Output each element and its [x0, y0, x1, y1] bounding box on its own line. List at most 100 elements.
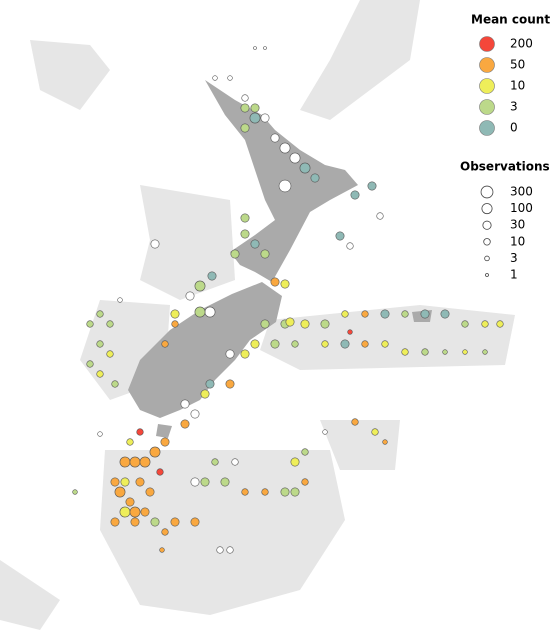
- ridge: [300, 0, 420, 120]
- cell: [280, 279, 290, 289]
- legend-label: 30: [510, 218, 525, 232]
- cell: [86, 360, 94, 368]
- cell: [149, 446, 161, 458]
- cell: [240, 123, 250, 133]
- cell: [376, 212, 384, 220]
- cell: [227, 75, 233, 81]
- cell: [207, 271, 217, 281]
- cell: [240, 103, 250, 113]
- cell: [130, 517, 140, 527]
- cell: [361, 340, 369, 348]
- legend-title: Observations: [460, 160, 550, 174]
- cell: [230, 249, 240, 259]
- cell: [401, 310, 409, 318]
- cell: [150, 239, 160, 249]
- plateau: [140, 185, 235, 300]
- legend-label: 300: [510, 185, 533, 199]
- cell: [241, 488, 249, 496]
- legend-size: [485, 273, 489, 277]
- cell: [250, 239, 260, 249]
- cell: [481, 320, 489, 328]
- cell: [299, 162, 311, 174]
- cell: [270, 339, 280, 349]
- cell: [291, 340, 299, 348]
- cell: [340, 339, 350, 349]
- cell: [204, 306, 216, 318]
- cell: [290, 487, 300, 497]
- cell: [462, 349, 468, 355]
- cell: [321, 340, 329, 348]
- cell: [161, 528, 169, 536]
- cell: [180, 419, 190, 429]
- cell: [72, 489, 78, 495]
- cell: [421, 348, 429, 356]
- cell: [279, 142, 291, 154]
- cell: [96, 370, 104, 378]
- cell: [250, 103, 260, 113]
- cell: [420, 309, 430, 319]
- cell: [135, 477, 145, 487]
- campbell-plateau: [100, 450, 345, 615]
- legend-label: 50: [510, 58, 525, 72]
- legend-label: 10: [510, 234, 525, 248]
- cell: [129, 506, 141, 518]
- cell: [231, 458, 239, 466]
- cell: [249, 112, 261, 124]
- cell: [280, 487, 290, 497]
- cell: [150, 517, 160, 527]
- cell: [160, 437, 170, 447]
- cell: [220, 477, 230, 487]
- legend-swatch: [479, 99, 495, 115]
- cell: [253, 46, 257, 50]
- cell: [110, 517, 120, 527]
- cell: [442, 349, 448, 355]
- cell: [347, 329, 353, 335]
- cell: [145, 487, 155, 497]
- cell: [106, 320, 114, 328]
- cell: [185, 291, 195, 301]
- legend-swatch: [479, 36, 495, 52]
- cell: [270, 133, 280, 143]
- cell: [125, 497, 135, 507]
- legend-swatch: [479, 57, 495, 73]
- cell: [250, 339, 260, 349]
- cell: [461, 320, 469, 328]
- cell: [225, 379, 235, 389]
- legend-label: 200: [510, 37, 533, 51]
- cell: [180, 399, 190, 409]
- cell: [200, 477, 210, 487]
- cell: [401, 348, 409, 356]
- cell: [170, 517, 180, 527]
- cell: [335, 231, 345, 241]
- cell: [119, 506, 131, 518]
- cell: [216, 546, 224, 554]
- cell: [117, 297, 123, 303]
- cell: [194, 306, 206, 318]
- cell: [285, 317, 295, 327]
- legend: Mean count Observations 2005010303001003…: [460, 13, 550, 282]
- ridge: [0, 560, 60, 630]
- cell: [482, 349, 488, 355]
- cell: [350, 190, 360, 200]
- bounty-plateau: [320, 420, 400, 470]
- cell: [200, 389, 210, 399]
- cell: [225, 349, 235, 359]
- cell: [381, 340, 389, 348]
- legend-title: Mean count: [471, 13, 550, 27]
- legend-size: [481, 203, 493, 215]
- cell: [96, 340, 104, 348]
- cell: [240, 213, 250, 223]
- cell: [97, 431, 103, 437]
- cell: [270, 277, 280, 287]
- cell: [346, 242, 354, 250]
- cell: [351, 418, 359, 426]
- cell: [106, 350, 114, 358]
- cell: [382, 439, 388, 445]
- cell: [301, 448, 309, 456]
- cell: [120, 477, 130, 487]
- cell: [194, 280, 206, 292]
- stewart-island: [156, 424, 172, 438]
- cell: [126, 438, 134, 446]
- cell: [260, 113, 270, 123]
